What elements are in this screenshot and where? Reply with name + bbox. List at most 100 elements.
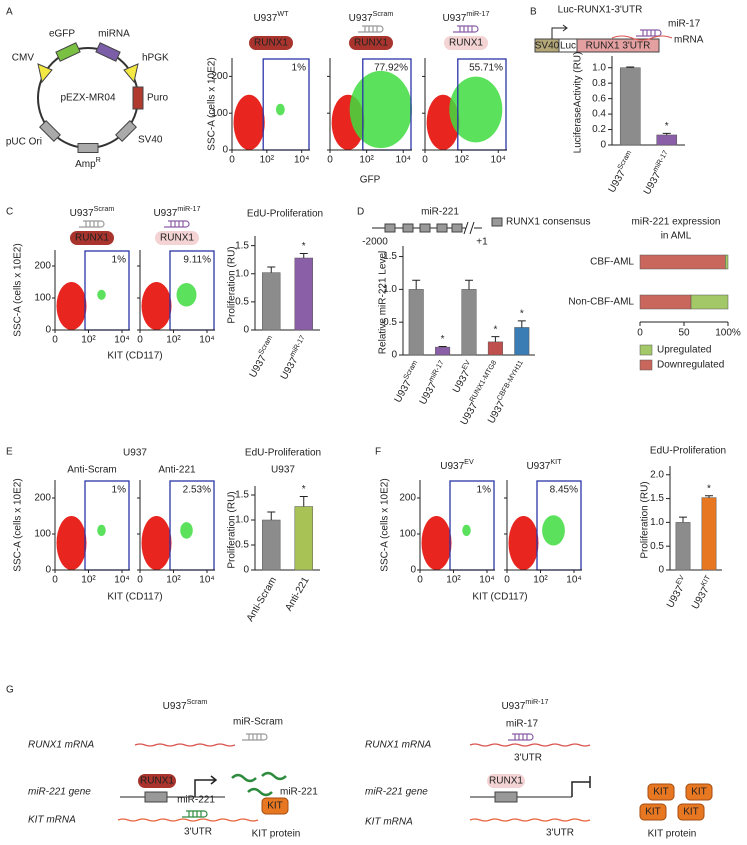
x-tick-label: 0 [504, 575, 510, 586]
promoter [37, 63, 53, 84]
utr-label: 3'UTR [184, 827, 212, 838]
panel-letter: C [6, 207, 13, 218]
y-tick-label: 1.5 [383, 251, 397, 262]
y-tick-label: 0 [45, 325, 51, 336]
runx1-badge [138, 774, 176, 788]
panel-letter: G [6, 685, 14, 696]
scheme-title-base: U937 [163, 701, 187, 712]
x-tick-label: 10⁴ [566, 575, 581, 586]
plasmid-part [77, 143, 99, 153]
bar [461, 289, 477, 356]
bar [487, 341, 503, 356]
legend-swatch [639, 359, 653, 371]
kit-protein [677, 803, 705, 821]
error-bar [412, 279, 421, 290]
mirna-label: miR-17 [506, 719, 539, 730]
significance: * [665, 121, 669, 132]
plasmid-name: pEZX-MR04 [60, 93, 115, 104]
cell-cloud [97, 289, 106, 300]
part-label: Puro [147, 93, 169, 104]
bar-segment [690, 294, 729, 310]
runx1-site [436, 223, 448, 233]
y-tick-label: 0 [410, 565, 416, 576]
kit-protein [261, 797, 289, 815]
y-tick-label: 0.5 [383, 317, 397, 328]
error-bar [438, 345, 447, 348]
mirna-label: miR-221 [177, 795, 215, 806]
plot-title-base: U937 [153, 208, 177, 219]
promoter-arrow [551, 24, 568, 39]
runx1-badge [444, 36, 488, 50]
gene-label: miR-221 gene [365, 787, 428, 798]
construct-label: SV40 [535, 41, 560, 52]
promoter-box [494, 791, 518, 803]
y-tick-label: 0 [658, 565, 664, 576]
badge-label: RUNX1 [140, 776, 174, 787]
y-tick-label: 1.5 [235, 240, 249, 251]
construct-label: mRNA [674, 35, 704, 46]
y-tick-label: 0.8 [592, 78, 606, 89]
x-tick-label: 0 [137, 335, 143, 346]
mirna-icon [453, 25, 479, 33]
kit-label: KIT [683, 807, 699, 818]
plot-title: U937KIT [526, 457, 562, 472]
error-bar [679, 516, 687, 523]
badge-label: RUNX1 [449, 38, 483, 49]
plot-title: U937WT [253, 9, 289, 24]
mirna-icon [164, 220, 190, 228]
x-tick-label: 0 [637, 328, 643, 339]
mrna-line [469, 818, 591, 822]
x-tick-label: 10⁴ [479, 575, 494, 586]
legend-swatch [639, 344, 653, 356]
x-tick-label: 10² [166, 575, 181, 586]
x-axis-label: KIT (CD117) [107, 592, 162, 603]
runx1-site [402, 223, 414, 233]
coord-label: +1 [476, 237, 488, 248]
promoter-box [144, 791, 168, 803]
x-tick-label: 10² [359, 155, 374, 166]
plot-title-base: U937 [526, 461, 550, 472]
legend-label: Downregulated [657, 360, 724, 371]
significance: * [302, 484, 306, 495]
x-tick-label: 0 [52, 575, 58, 586]
chart-subtitle: U937 [271, 465, 295, 476]
y-axis-label: SSC-A (cells x 10E2) [13, 243, 24, 336]
plot-title: Anti-221 [158, 465, 196, 476]
y-tick-label: 100 [399, 529, 416, 540]
gate-percent: 1% [112, 255, 127, 266]
x-tick-label: 10⁴ [396, 155, 411, 166]
kit-label: KIT [691, 787, 707, 798]
y-tick-label: 0.2 [592, 124, 606, 135]
x-tick-label: 10² [454, 155, 469, 166]
plot-title-base: U937 [70, 208, 94, 219]
x-tick-label: 10⁴ [199, 575, 214, 586]
y-tick-label: 0.5 [650, 541, 664, 552]
y-tick-label: 0 [45, 565, 51, 576]
plot-title-base: U937 [253, 13, 277, 24]
panel-letter: F [375, 447, 381, 458]
y-tick-label: Non-CBF-AML [568, 297, 634, 308]
runx1-badge [487, 774, 525, 788]
panel-letter: B [530, 7, 537, 18]
gate-percent: 8.45% [550, 485, 578, 496]
x-axis-label: KIT (CD117) [107, 351, 162, 362]
plot-title-base: U937 [440, 461, 464, 472]
plot-title: U937miR-17 [442, 9, 489, 24]
cell-cloud [508, 516, 539, 570]
chart-title: Luc-RUNX1-3'UTR [558, 5, 643, 16]
part-label: pUC Ori [6, 137, 42, 148]
plasmid-part [115, 120, 137, 142]
x-tick-label: 10⁴ [114, 575, 129, 586]
y-tick-label: 200 [34, 261, 51, 272]
cell-cloud [233, 94, 265, 150]
y-tick-label: 0 [600, 140, 606, 151]
y-axis-label: Relative miR-221 Level [378, 251, 389, 354]
y-axis-label: SSC-A (cells x 10E2) [380, 478, 391, 571]
kit-label: KIT [653, 787, 669, 798]
panel-letter: D [357, 207, 364, 218]
plot-title-base: U937 [442, 13, 466, 24]
y-tick-label: 1.0 [592, 62, 606, 73]
y-tick-label: 0 [243, 325, 249, 336]
badge-label: RUNX1 [75, 233, 109, 244]
mirna-transcript [261, 771, 287, 781]
